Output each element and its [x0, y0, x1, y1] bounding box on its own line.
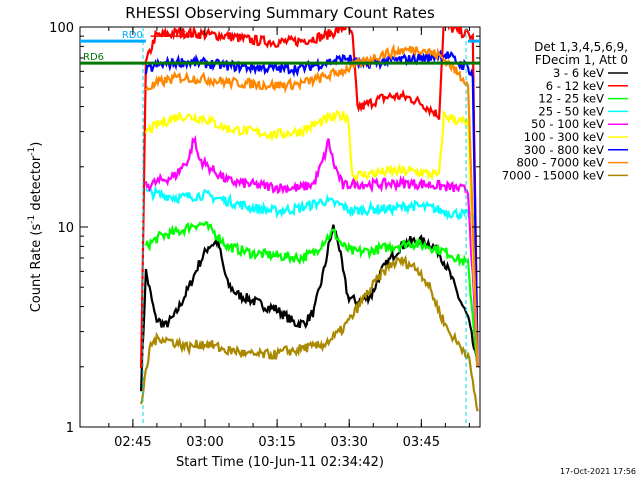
series-line-7: [144, 43, 479, 367]
legend-label-0: 3 - 6 keV: [553, 66, 604, 80]
y-axis-label-sup2: -1: [27, 147, 37, 156]
x-axis: 02:45 03:00 03:15 03:30 03:45: [108, 27, 470, 450]
legend-label-5: 100 - 300 keV: [524, 130, 604, 144]
y-axis-label-main: Count Rate (s: [29, 224, 44, 313]
series-line-2: [144, 220, 479, 367]
overlay-label-rd6: RD6: [83, 52, 104, 63]
legend-label-2: 12 - 25 keV: [538, 92, 604, 106]
legend-label-1: 6 - 12 keV: [546, 79, 604, 93]
x-tick-label-4: 03:45: [403, 435, 440, 450]
series-line-3: [145, 185, 479, 367]
x-tick-label-1: 03:00: [186, 435, 223, 450]
y-axis-label-sup1: -1: [27, 215, 37, 224]
y-axis-label-end: ): [29, 142, 44, 147]
series-line-8: [140, 254, 479, 412]
y-axis: 1 10 100: [49, 21, 480, 436]
legend-header-1: Det 1,3,4,5,6,9,: [534, 40, 628, 54]
flare-marker-label: F: [180, 30, 186, 41]
y-tick-label-2: 100: [49, 21, 74, 36]
series-line-4: [144, 134, 479, 367]
series-line-1: [140, 27, 479, 369]
legend-header-2: FDecim 1, Att 0: [535, 53, 628, 67]
series-line-0: [140, 224, 479, 392]
legend-label-4: 50 - 100 keV: [531, 117, 604, 131]
overlay-layer: RD0 RD6 F: [80, 27, 480, 427]
chart-title: RHESSI Observing Summary Count Rates: [125, 4, 435, 22]
legend-label-7: 800 - 7000 keV: [516, 156, 604, 170]
timestamp: 17-Oct-2021 17:56: [560, 467, 636, 476]
x-tick-label-3: 03:30: [330, 435, 367, 450]
data-layer: [140, 27, 479, 412]
series-line-6: [144, 49, 479, 367]
overlay-label-rd0: RD0: [122, 30, 143, 41]
y-axis-label-mid: detector: [29, 155, 44, 215]
y-tick-label-0: 1: [66, 421, 74, 436]
x-tick-label-0: 02:45: [114, 435, 151, 450]
legend-label-8: 7000 - 15000 keV: [502, 168, 604, 182]
y-tick-label-1: 10: [57, 221, 74, 236]
legend-label-3: 25 - 50 keV: [538, 104, 604, 118]
series-line-5: [144, 109, 479, 367]
legend: Det 1,3,4,5,6,9, FDecim 1, Att 0 3 - 6 k…: [502, 40, 628, 182]
legend-label-6: 300 - 800 keV: [524, 143, 604, 157]
x-axis-label: Start Time (10-Jun-11 02:34:42): [176, 455, 384, 470]
y-axis-label: Count Rate (s-1 detector-1): [27, 142, 44, 313]
x-tick-label-2: 03:15: [258, 435, 295, 450]
